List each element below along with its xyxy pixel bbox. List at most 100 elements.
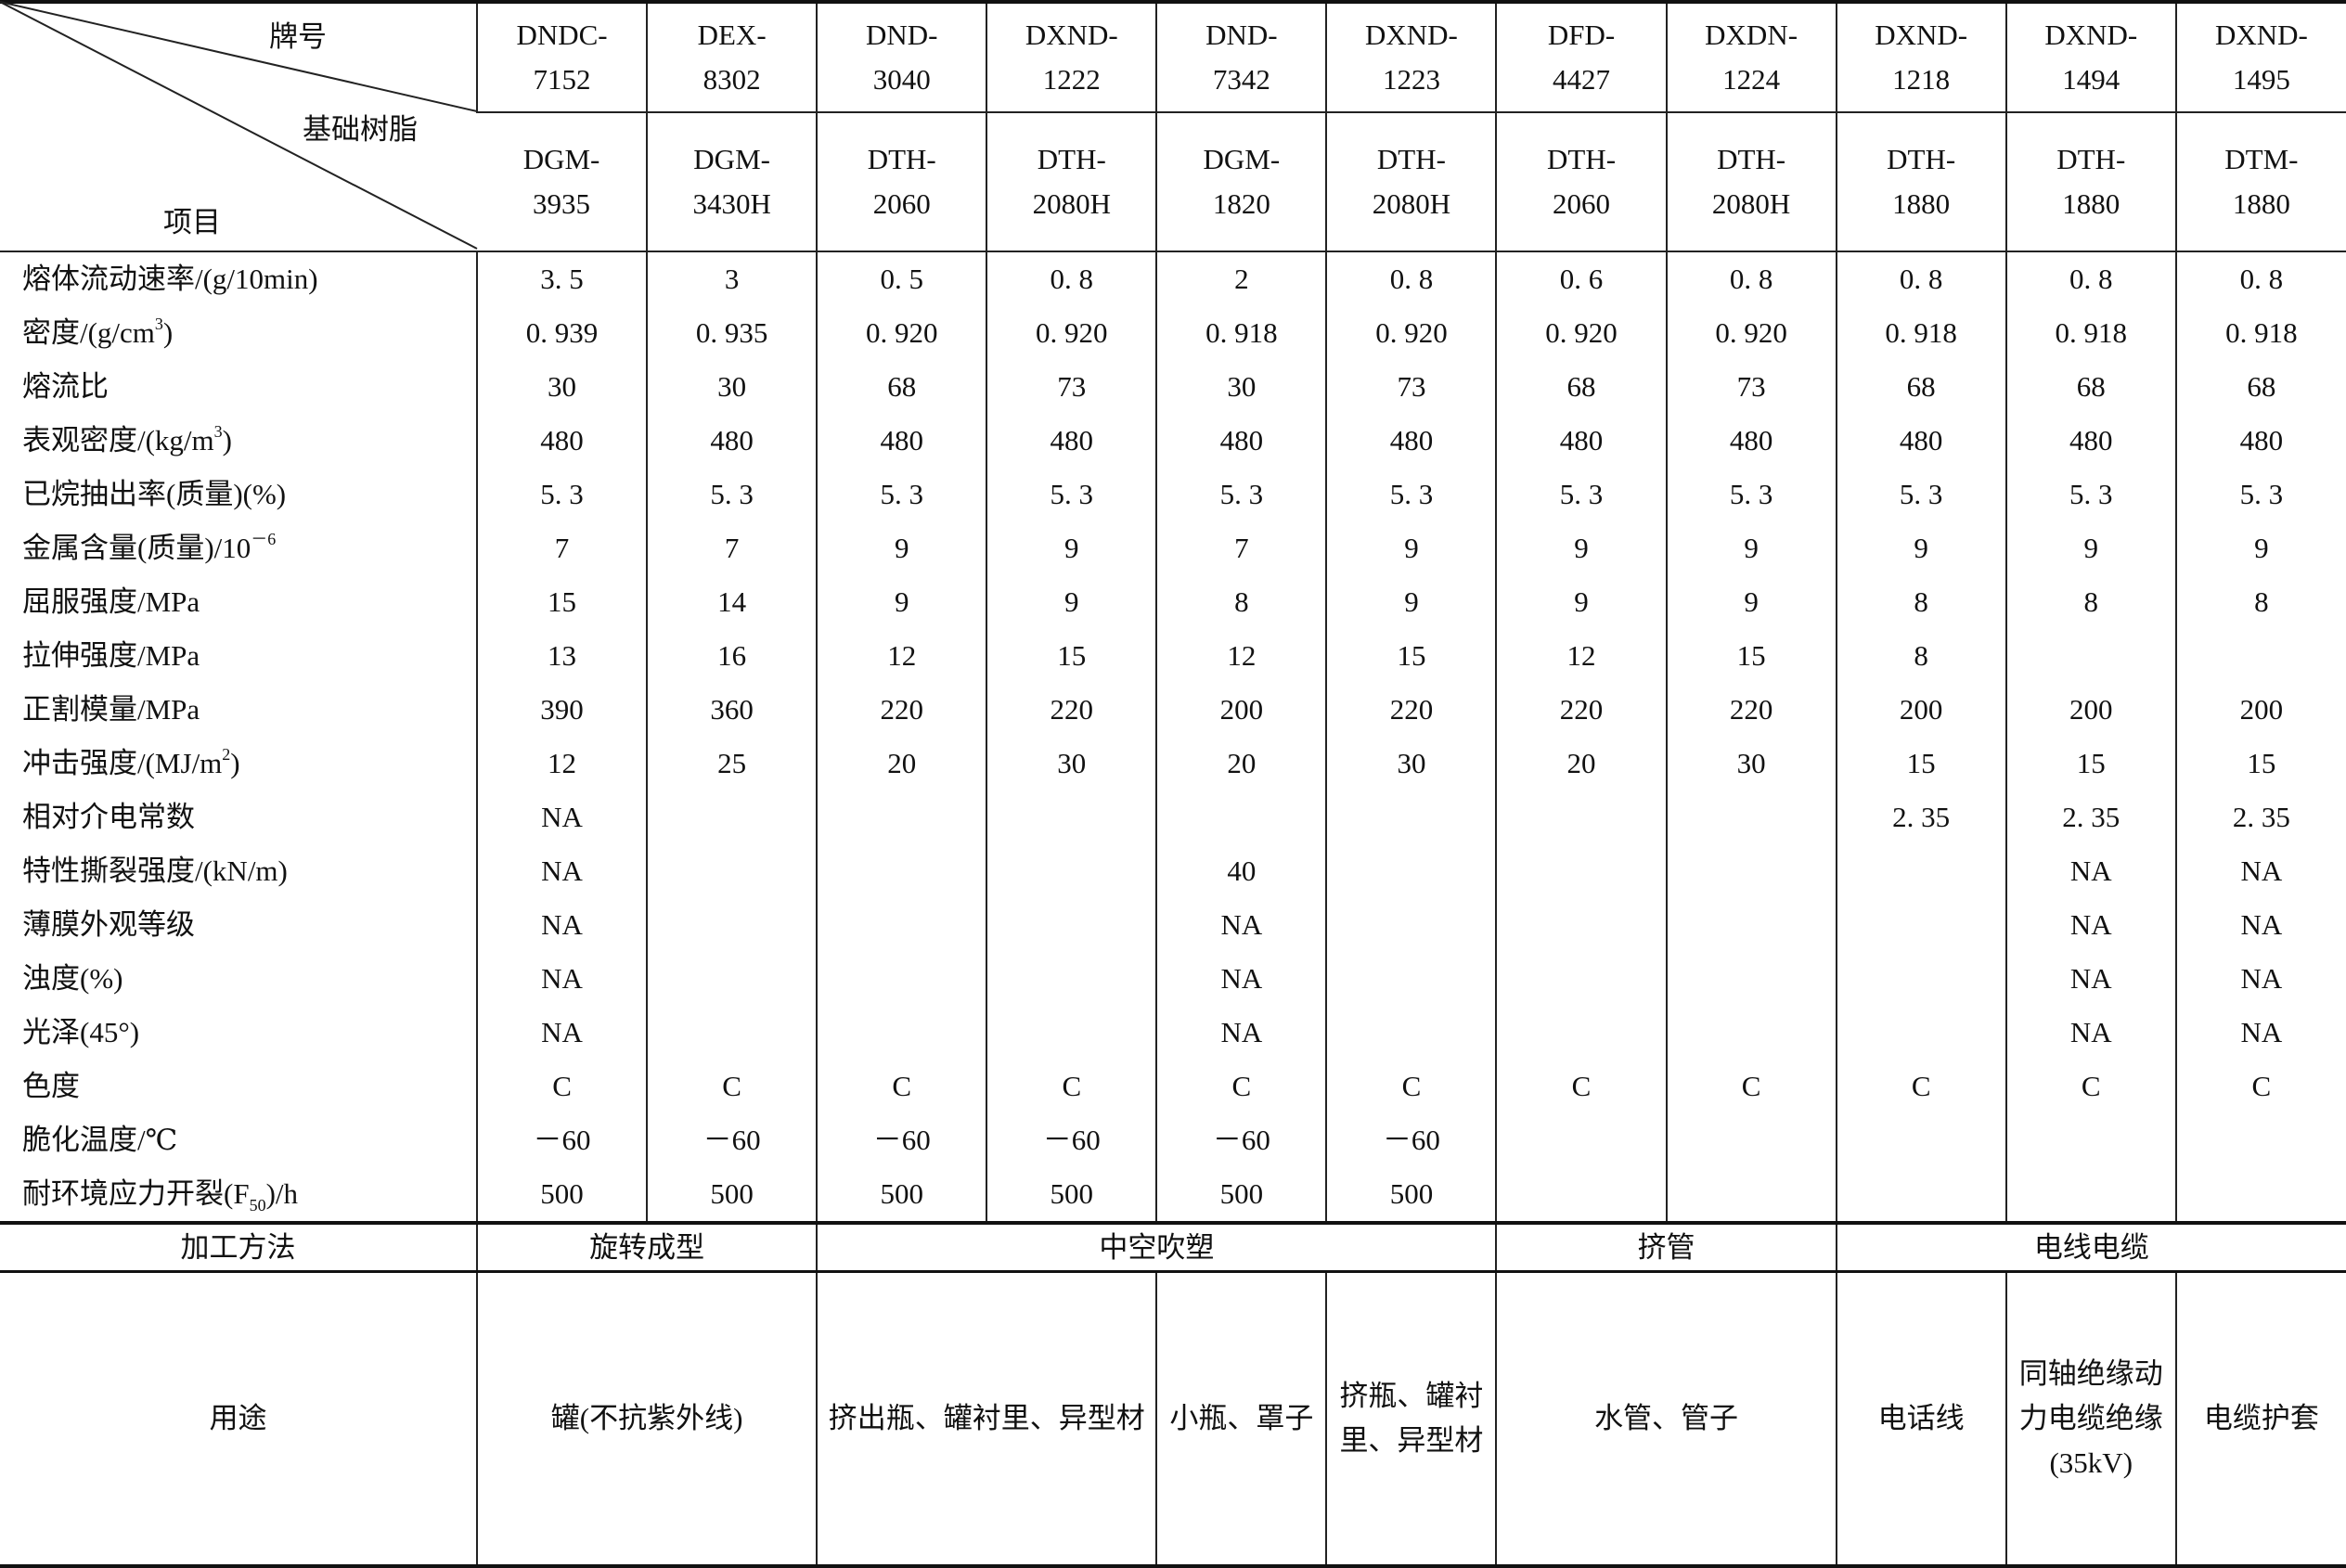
value-cell: 9 <box>816 575 987 629</box>
value-cell: 0. 920 <box>816 306 987 360</box>
value-cell: 8 <box>2004 575 2176 629</box>
header-corner-cell: 牌号 基础树脂 项目 <box>0 0 478 251</box>
row-label: 已烷抽出率(质量)(%) <box>0 468 477 521</box>
value-cell: 200 <box>2004 683 2176 737</box>
value-cell: 9 <box>1665 521 1837 575</box>
usage-cell: 小瓶、罩子 <box>1155 1270 1327 1568</box>
resin-code-part: 3935 <box>533 187 591 220</box>
value-cell: 8 <box>2174 575 2346 629</box>
resin-code-part: DTH- <box>1887 143 1956 175</box>
brand-code-part: 1223 <box>1382 63 1440 96</box>
value-cell: 20 <box>816 737 987 790</box>
value-cell <box>2004 1113 2176 1167</box>
table-row: 熔体流动速率/(g/10min) 3. 5 3 0. 5 0. 8 2 0. 8 0. 6 0.… <box>0 251 2346 306</box>
value-cell: C <box>986 1060 1157 1113</box>
value-cell: 0. 918 <box>2174 306 2346 360</box>
brand-code-part: DXND- <box>1025 19 1118 51</box>
value-cell: C <box>1835 1060 2006 1113</box>
value-cell: NA <box>2174 1006 2346 1060</box>
value-cell: 0. 8 <box>2004 251 2176 306</box>
value-cell: 5. 3 <box>476 468 648 521</box>
value-cell: 0. 8 <box>1835 251 2006 306</box>
value-cell: 30 <box>476 360 648 414</box>
value-cell <box>2174 1167 2346 1223</box>
resin-code-part: DGM- <box>1203 143 1281 175</box>
value-cell: 5. 3 <box>816 468 987 521</box>
brand-header-row: 牌号 基础树脂 项目 DNDC- 7152 DEX- 8302 DND- 3040 DXND… <box>0 0 2346 251</box>
usage-text-line: 里、异型材 <box>1339 1424 1484 1457</box>
value-cell: C <box>1155 1060 1327 1113</box>
usage-text-line: 挤出瓶、罐衬里、异型材 <box>828 1402 1145 1434</box>
value-cell: 0. 8 <box>2174 251 2346 306</box>
value-cell: 8 <box>1155 575 1327 629</box>
value-cell <box>816 898 987 952</box>
value-cell: 9 <box>2174 521 2346 575</box>
value-cell: 0. 939 <box>476 306 648 360</box>
value-cell: NA <box>476 952 648 1006</box>
value-cell: 12 <box>1155 629 1327 683</box>
table-row: 金属含量(质量)/10－6 7 7 9 9 7 9 9 9 9 9 9 <box>0 521 2346 575</box>
value-cell: 68 <box>1835 360 2006 414</box>
resin-header-cell: DTH- 2060 <box>1495 111 1667 251</box>
resin-code-part: DTH- <box>867 143 936 175</box>
value-cell: 0. 6 <box>1495 251 1667 306</box>
value-cell: NA <box>2004 898 2176 952</box>
value-cell: 7 <box>1155 521 1327 575</box>
value-cell: 480 <box>476 414 648 468</box>
value-cell: 30 <box>1665 737 1837 790</box>
value-cell: 480 <box>1495 414 1667 468</box>
value-cell <box>1665 1006 1837 1060</box>
value-cell: 480 <box>1155 414 1327 468</box>
value-cell: 15 <box>2004 737 2176 790</box>
usage-text-line: 同轴绝缘动 <box>2018 1357 2163 1390</box>
row-label-text: 耐环境应力开裂(F <box>22 1177 250 1210</box>
value-cell: NA <box>2004 952 2176 1006</box>
row-label-text: 密度/(g/cm <box>22 316 155 349</box>
value-cell: 5. 3 <box>1155 468 1327 521</box>
value-cell: C <box>1665 1060 1837 1113</box>
row-label-text: 熔流比 <box>22 370 109 403</box>
value-cell <box>1325 844 1497 898</box>
value-cell: 2 <box>1155 251 1327 306</box>
resin-code-part: DGM- <box>693 143 770 175</box>
value-cell: －60 <box>986 1113 1157 1167</box>
usage-cell: 罐(不抗紫外线) <box>476 1270 818 1568</box>
usage-label: 用途 <box>0 1270 478 1568</box>
value-cell: 12 <box>816 629 987 683</box>
value-cell: 500 <box>816 1167 987 1223</box>
value-cell: 0. 8 <box>1325 251 1497 306</box>
value-cell <box>1325 952 1497 1006</box>
processing-method-cell: 中空吹塑 <box>816 1221 1497 1272</box>
brand-code-part: DXND- <box>2214 19 2308 51</box>
brand-code-part: 8302 <box>703 63 761 96</box>
resin-code-part: 2060 <box>872 187 931 220</box>
resin-header-cell: DTM- 1880 <box>2174 111 2346 251</box>
row-label: 屈服强度/MPa <box>0 575 477 629</box>
value-cell: 480 <box>816 414 987 468</box>
value-cell: NA <box>2004 1006 2176 1060</box>
value-cell: NA <box>2174 898 2346 952</box>
resin-header-cell: DTH- 1880 <box>1835 111 2006 251</box>
row-label: 光泽(45°) <box>0 1006 477 1060</box>
value-cell: NA <box>2004 844 2176 898</box>
table-row: 冲击强度/(MJ/m2) 12 25 20 30 20 30 20 30 15 15 15 <box>0 737 2346 790</box>
value-cell: NA <box>1155 1006 1327 1060</box>
resin-code-part: 2080H <box>1032 187 1111 220</box>
brand-code-part: 4427 <box>1553 63 1611 96</box>
value-cell: 9 <box>1495 521 1667 575</box>
brand-code-part: 7152 <box>533 63 591 96</box>
row-label-suffix: )/h <box>265 1177 299 1210</box>
value-cell: NA <box>1155 952 1327 1006</box>
value-cell: －60 <box>476 1113 648 1167</box>
resin-header-cell: DGM- 3935 <box>477 111 648 251</box>
value-cell <box>816 952 987 1006</box>
value-cell: 9 <box>1835 521 2006 575</box>
value-cell: 14 <box>646 575 818 629</box>
value-cell: 5. 3 <box>986 468 1157 521</box>
value-cell: 5. 3 <box>646 468 818 521</box>
value-cell: 0. 918 <box>1835 306 2006 360</box>
item-axis-label: 项目 <box>163 206 221 238</box>
value-cell <box>2004 629 2176 683</box>
value-cell: 5. 3 <box>2174 468 2346 521</box>
resin-header-cell: DTH- 2080H <box>986 111 1157 251</box>
